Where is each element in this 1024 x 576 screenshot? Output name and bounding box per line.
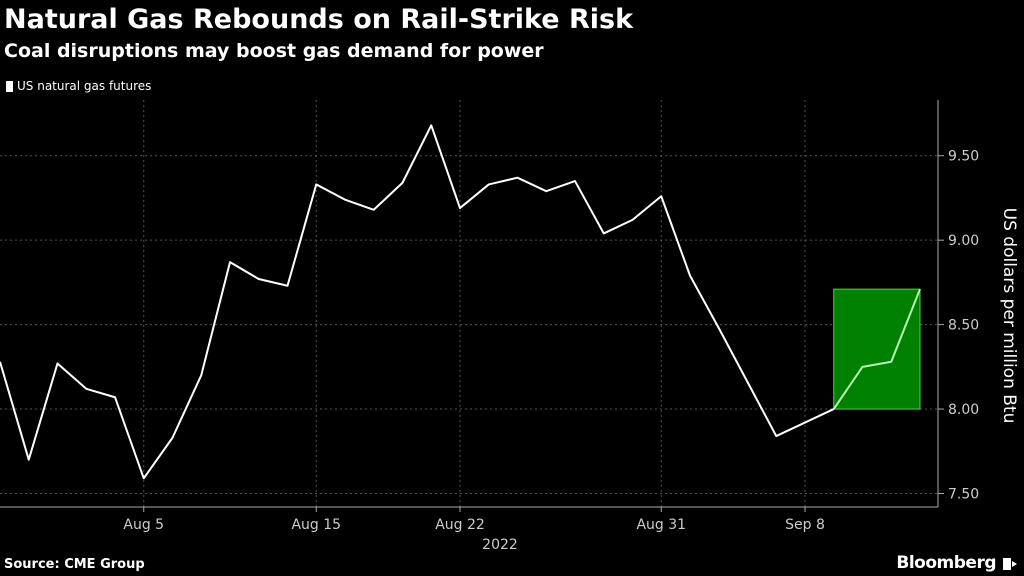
- x-tick-label: Aug 15: [291, 517, 341, 533]
- data-point: [746, 381, 748, 383]
- x-year-label: 2022: [482, 537, 518, 553]
- data-point: [574, 180, 576, 182]
- data-point: [718, 327, 720, 329]
- y-tick-label: 7.50: [948, 486, 979, 502]
- series-layer: [0, 124, 921, 480]
- x-tick-label: Aug 31: [636, 517, 686, 533]
- legend: US natural gas futures: [6, 78, 151, 94]
- data-point: [516, 176, 518, 178]
- tick-labels: 7.50 8.00 8.50 9.00 9.50 Aug 5 Aug 15 Aug 22 Aug…: [123, 149, 1019, 553]
- data-point: [775, 435, 777, 437]
- data-point: [114, 396, 116, 398]
- data-point: [459, 207, 461, 209]
- chart-title: Natural Gas Rebounds on Rail-Strike Risk: [4, 4, 634, 35]
- data-point: [545, 190, 547, 192]
- data-point: [171, 437, 173, 439]
- data-point: [430, 124, 432, 126]
- series-line-highlight-segment: [832, 288, 921, 410]
- brand-logo: Bloomberg: [896, 553, 996, 573]
- data-point: [890, 361, 892, 363]
- data-point: [258, 278, 260, 280]
- data-point: [488, 183, 490, 185]
- y-axis-label: US dollars per million Btu: [999, 208, 1019, 424]
- data-point: [804, 421, 806, 423]
- y-tick-label: 9.50: [948, 149, 979, 165]
- data-point: [286, 285, 288, 287]
- data-point: [401, 182, 403, 184]
- data-point: [660, 195, 662, 197]
- data-point: [56, 362, 58, 364]
- legend-swatch: [6, 80, 13, 92]
- data-point: [28, 459, 30, 461]
- y-tick-label: 8.50: [948, 318, 979, 334]
- y-tick-label: 8.00: [948, 402, 979, 418]
- grid-lines: [0, 100, 938, 507]
- axes: [0, 100, 944, 512]
- data-point: [344, 198, 346, 200]
- chart-subtitle: Coal disruptions may boost gas demand fo…: [4, 40, 544, 62]
- data-point: [833, 408, 835, 410]
- data-point: [689, 274, 691, 276]
- series-line-us-natural-gas-futures: [0, 124, 835, 480]
- data-point: [919, 288, 921, 290]
- data-point: [861, 366, 863, 368]
- data-point: [143, 477, 145, 479]
- y-tick-label: 9.00: [948, 233, 979, 249]
- data-point: [200, 374, 202, 376]
- data-point: [373, 209, 375, 211]
- data-point: [85, 388, 87, 390]
- data-point: [603, 232, 605, 234]
- data-point: [631, 219, 633, 221]
- x-tick-label: Sep 8: [785, 517, 825, 533]
- x-tick-label: Aug 22: [435, 517, 485, 533]
- legend-label: US natural gas futures: [17, 79, 152, 93]
- x-tick-label: Aug 5: [123, 517, 164, 533]
- data-point: [229, 261, 231, 263]
- bloomberg-terminal-icon: [1003, 558, 1017, 570]
- source-note: Source: CME Group: [4, 557, 145, 572]
- data-point: [315, 183, 317, 185]
